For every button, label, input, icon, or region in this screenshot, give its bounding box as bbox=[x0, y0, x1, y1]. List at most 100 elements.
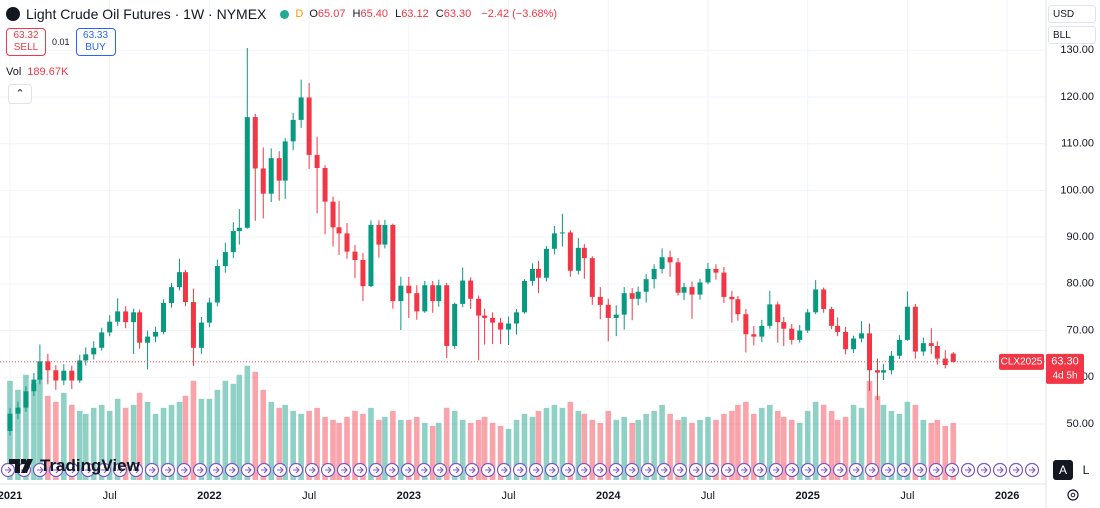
event-arrow bbox=[421, 466, 428, 474]
volume-bar bbox=[681, 416, 687, 480]
event-arrow bbox=[37, 466, 44, 474]
settings-icon bbox=[1067, 489, 1079, 501]
event-arrow bbox=[741, 466, 748, 474]
volume-bar bbox=[136, 392, 143, 480]
volume-bar bbox=[290, 410, 296, 480]
volume-bar bbox=[513, 419, 520, 480]
candle-body bbox=[621, 293, 627, 315]
candle-body bbox=[859, 333, 865, 339]
buy-button[interactable]: 63.33 BUY bbox=[75, 28, 116, 56]
event-arrow bbox=[725, 466, 732, 474]
candle-body bbox=[61, 370, 67, 381]
candle-body bbox=[920, 343, 926, 352]
auto-scale-button[interactable]: A bbox=[1053, 460, 1073, 480]
volume-bar bbox=[443, 407, 450, 480]
candle-body bbox=[123, 311, 129, 323]
event-arrow bbox=[69, 466, 76, 474]
candle-body bbox=[406, 285, 412, 294]
symbol-title[interactable]: Light Crude Oil Futures · 1W · NYMEX bbox=[26, 6, 267, 22]
candle-body bbox=[414, 293, 420, 312]
event-arrow bbox=[773, 466, 780, 474]
volume-bar bbox=[697, 419, 703, 480]
x-tick-label: 2025 bbox=[795, 490, 819, 502]
delay-badge: D bbox=[295, 8, 304, 20]
event-markers bbox=[0, 462, 1040, 478]
event-arrow bbox=[693, 466, 700, 474]
candle-body bbox=[729, 296, 735, 300]
log-scale-button[interactable]: L bbox=[1082, 463, 1090, 477]
volume-bar bbox=[589, 419, 596, 480]
event-arrow bbox=[501, 466, 508, 474]
event-arrow bbox=[1029, 466, 1036, 474]
volume-bar bbox=[244, 365, 251, 480]
volume-bar bbox=[459, 419, 466, 480]
y-tick-label: 50.00 bbox=[1066, 418, 1094, 430]
volume-bar bbox=[306, 410, 312, 480]
candle-body bbox=[896, 339, 902, 356]
volume-bar bbox=[858, 407, 865, 480]
candle-body bbox=[99, 332, 105, 348]
candle-body bbox=[867, 333, 873, 371]
candle-body bbox=[322, 168, 328, 202]
volume-bar bbox=[122, 407, 129, 480]
candle-body bbox=[153, 331, 159, 337]
ohlc-key: O bbox=[309, 8, 318, 20]
volume-bar bbox=[106, 410, 113, 480]
currency-select[interactable]: USD bbox=[1048, 5, 1096, 23]
volume-bar bbox=[912, 404, 919, 480]
x-tick-label: Jul bbox=[900, 490, 914, 502]
candle-body bbox=[430, 285, 436, 302]
y-tick-label: 90.00 bbox=[1066, 231, 1094, 243]
event-arrow bbox=[309, 466, 316, 474]
candle-body bbox=[382, 224, 388, 245]
volume-bar bbox=[804, 410, 811, 480]
y-tick-label: 100.00 bbox=[1060, 184, 1094, 196]
ohlc-key: H bbox=[352, 8, 361, 20]
volume-bar bbox=[774, 410, 781, 480]
volume-bar bbox=[76, 410, 83, 480]
sell-label: SELL bbox=[13, 42, 39, 53]
volume-bar bbox=[942, 425, 949, 480]
y-tick-label: 70.00 bbox=[1066, 324, 1094, 336]
candle-body bbox=[767, 304, 773, 326]
event-arrow bbox=[549, 466, 556, 474]
volume-bar bbox=[98, 404, 105, 480]
brand: TradingView bbox=[40, 456, 140, 475]
event-arrow bbox=[213, 466, 220, 474]
event-arrow bbox=[597, 466, 604, 474]
unit-select[interactable]: BLL bbox=[1048, 26, 1096, 44]
volume-bar bbox=[260, 389, 267, 480]
volume-bar bbox=[68, 404, 75, 480]
candle-body bbox=[950, 353, 956, 362]
event-arrow bbox=[277, 466, 284, 474]
event-arrow bbox=[965, 466, 972, 474]
volume-bar bbox=[230, 383, 237, 480]
volume-bar bbox=[713, 419, 719, 480]
volume-bar bbox=[160, 407, 167, 480]
candle-body bbox=[444, 285, 450, 346]
candle-body bbox=[613, 314, 619, 318]
event-arrow bbox=[261, 466, 268, 474]
sell-button[interactable]: 63.32 SELL bbox=[6, 28, 46, 56]
event-arrow bbox=[533, 466, 540, 474]
volume-bar bbox=[705, 416, 711, 480]
candle-body bbox=[131, 312, 137, 323]
candle-body bbox=[452, 303, 458, 346]
volume-bar bbox=[559, 407, 566, 480]
event-arrow bbox=[981, 466, 988, 474]
candle-body bbox=[77, 360, 83, 381]
candle-body bbox=[667, 257, 673, 263]
volume-bar bbox=[613, 419, 620, 480]
candle-body bbox=[543, 248, 549, 278]
volume-bar bbox=[252, 371, 259, 480]
x-tick-label: Jul bbox=[302, 490, 316, 502]
volume-bar bbox=[820, 404, 827, 480]
volume-bar bbox=[23, 374, 29, 480]
candle-body bbox=[904, 306, 910, 340]
candle-body bbox=[176, 272, 182, 288]
price-tag-text: 63.30 bbox=[1051, 356, 1079, 368]
event-arrow bbox=[453, 466, 460, 474]
volume-bar bbox=[214, 389, 221, 480]
collapse-button[interactable]: ⌃ bbox=[8, 84, 32, 104]
